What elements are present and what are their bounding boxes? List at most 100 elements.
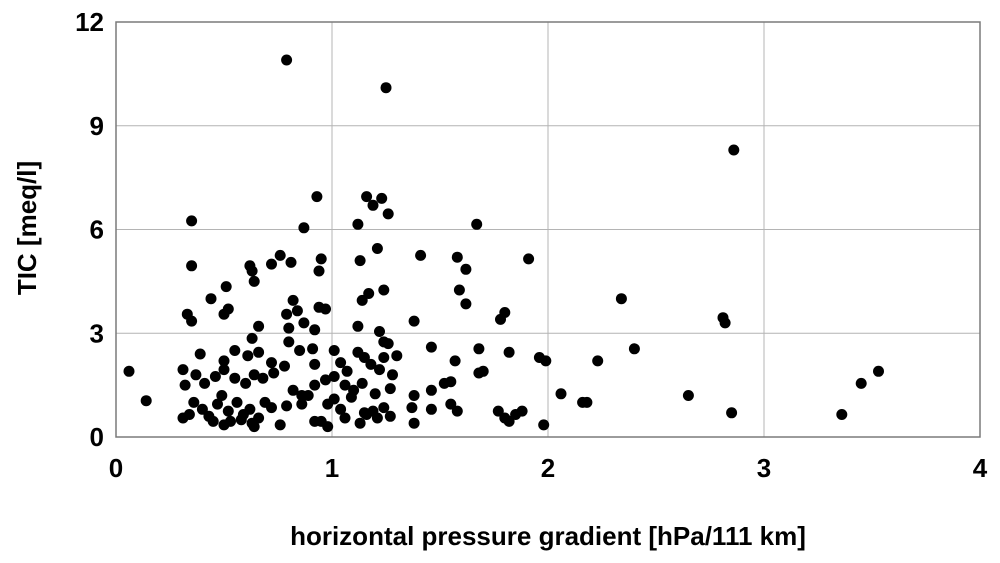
data-point-113 — [425, 384, 437, 396]
data-point-23 — [354, 255, 366, 267]
y-tick-label-1: 3 — [90, 318, 104, 348]
data-point-38 — [186, 315, 198, 327]
data-point-21 — [315, 253, 327, 265]
data-point-119 — [682, 390, 694, 401]
data-point-40 — [222, 303, 234, 315]
data-point-32 — [205, 293, 217, 305]
data-point-20 — [285, 256, 297, 268]
x-tick-label-2: 2 — [541, 453, 555, 483]
data-point-93 — [179, 379, 191, 391]
data-point-125 — [196, 403, 208, 415]
x-tick-label-1: 1 — [325, 453, 339, 483]
y-tick-label-4: 12 — [75, 7, 104, 37]
y-axis-ticks: 0 3 6 9 12 — [75, 7, 104, 452]
data-point-169 — [218, 419, 230, 431]
data-point-48 — [408, 315, 420, 327]
data-point-5 — [186, 215, 198, 227]
data-point-46 — [253, 320, 265, 332]
data-point-172 — [322, 421, 334, 433]
data-point-10 — [382, 208, 394, 220]
data-point-87 — [387, 369, 398, 381]
grid-lines — [116, 22, 980, 437]
data-point-1 — [140, 395, 152, 407]
data-point-124 — [188, 396, 200, 408]
data-point-0 — [123, 365, 135, 377]
x-axis-label: horizontal pressure gradient [hPa/111 km… — [290, 521, 806, 551]
data-point-100 — [257, 372, 269, 384]
data-point-67 — [391, 350, 403, 362]
data-point-157 — [425, 403, 437, 415]
data-point-138 — [274, 419, 286, 431]
data-point-164 — [516, 405, 528, 417]
data-point-153 — [378, 402, 390, 414]
data-point-139 — [281, 400, 293, 412]
y-tick-label-3: 9 — [90, 111, 104, 141]
data-point-2 — [281, 54, 293, 66]
data-point-62 — [307, 343, 319, 355]
data-point-45 — [298, 317, 310, 329]
x-tick-label-3: 3 — [757, 453, 771, 483]
data-point-170 — [235, 414, 247, 426]
data-point-102 — [287, 384, 299, 396]
data-point-101 — [268, 367, 280, 379]
data-point-99 — [248, 369, 260, 381]
data-point-81 — [279, 360, 290, 372]
data-point-85 — [365, 358, 377, 370]
data-point-70 — [503, 346, 515, 358]
data-point-127 — [212, 398, 223, 410]
data-point-116 — [555, 388, 567, 400]
data-point-115 — [445, 376, 457, 388]
data-point-25 — [451, 251, 463, 263]
data-point-27 — [523, 253, 535, 265]
data-point-13 — [352, 218, 364, 230]
data-point-80 — [266, 357, 277, 369]
data-point-111 — [384, 383, 396, 395]
data-point-171 — [248, 421, 260, 433]
data-point-28 — [248, 275, 260, 287]
data-point-156 — [408, 417, 420, 429]
data-point-141 — [302, 390, 314, 401]
data-point-44 — [320, 303, 331, 315]
data-point-73 — [592, 355, 604, 367]
data-point-60 — [283, 336, 295, 348]
data-point-129 — [222, 405, 234, 417]
data-point-74 — [628, 343, 640, 355]
data-point-59 — [246, 332, 258, 344]
x-axis-ticks: 0 1 2 3 4 — [109, 453, 988, 483]
data-point-83 — [335, 357, 347, 369]
data-point-36 — [363, 288, 375, 299]
data-point-165 — [538, 419, 550, 431]
data-point-131 — [231, 396, 243, 408]
data-points — [123, 54, 884, 433]
data-point-82 — [309, 358, 321, 370]
data-point-152 — [371, 412, 383, 424]
data-point-107 — [339, 379, 351, 391]
data-point-135 — [253, 412, 265, 424]
data-point-6 — [311, 191, 323, 203]
data-point-17 — [246, 265, 258, 277]
data-point-88 — [449, 355, 461, 367]
data-point-18 — [266, 258, 277, 270]
data-point-41 — [281, 308, 293, 320]
data-point-118 — [581, 396, 593, 408]
data-point-90 — [477, 365, 489, 377]
data-point-149 — [354, 417, 366, 429]
data-point-65 — [358, 352, 370, 363]
data-point-31 — [460, 298, 472, 310]
data-point-86 — [374, 364, 385, 376]
data-point-162 — [503, 415, 515, 427]
data-point-11 — [471, 218, 483, 230]
data-point-50 — [499, 307, 511, 318]
data-point-3 — [380, 82, 392, 94]
data-point-55 — [309, 324, 321, 336]
data-point-159 — [451, 405, 463, 417]
data-point-35 — [356, 294, 368, 306]
data-point-34 — [287, 294, 299, 306]
data-point-154 — [384, 410, 396, 422]
data-point-160 — [492, 405, 504, 417]
data-point-166 — [726, 407, 738, 419]
data-point-97 — [229, 372, 241, 384]
data-point-137 — [266, 402, 277, 414]
data-point-110 — [369, 388, 381, 400]
